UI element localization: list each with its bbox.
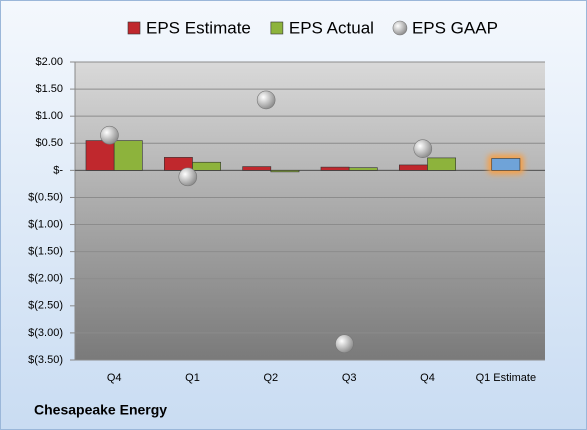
bar (320, 166, 350, 171)
legend-label: EPS Estimate (146, 18, 251, 37)
y-tick-label: $- (53, 164, 63, 176)
bar (113, 140, 143, 171)
bar (270, 170, 300, 173)
bar (491, 158, 521, 171)
x-tick-label: Q4 (107, 372, 122, 384)
y-tick-label: $(2.50) (28, 300, 63, 312)
bar (192, 161, 222, 171)
gaap-point (335, 334, 354, 354)
y-tick-label: $(2.00) (28, 273, 63, 285)
gaap-point (178, 167, 198, 187)
gaap-point (100, 125, 119, 145)
plot-area (75, 62, 545, 360)
x-tick-label: Q2 (263, 372, 278, 384)
bar (427, 157, 457, 171)
legend-swatch (127, 21, 141, 35)
y-tick-label: $(0.50) (28, 191, 63, 203)
x-tick-label: Q4 (420, 372, 435, 384)
bar (398, 164, 428, 171)
y-tick-label: $0.50 (35, 137, 63, 149)
x-tick-label: Q1 Estimate (476, 372, 537, 384)
y-tick-label: $(3.50) (28, 354, 63, 366)
x-tick-label: Q3 (342, 372, 357, 384)
legend-label: EPS GAAP (412, 18, 498, 37)
y-tick-label: $1.00 (35, 110, 63, 122)
gaap-point (413, 139, 433, 158)
legend-swatch (392, 20, 408, 36)
y-tick-label: $2.00 (35, 56, 63, 68)
legend-label: EPS Actual (289, 18, 374, 37)
y-tick-label: $(1.00) (28, 218, 63, 230)
x-tick-label: Q1 (185, 372, 200, 384)
y-tick-label: $(1.50) (28, 246, 63, 258)
gaap-point (256, 90, 276, 110)
legend-swatch (270, 21, 284, 35)
y-tick-label: $1.50 (35, 83, 63, 95)
footer: Chesapeake Energy (34, 402, 167, 418)
y-tick-label: $(3.00) (28, 327, 63, 339)
bar (348, 167, 378, 171)
bar (85, 140, 115, 171)
bar (242, 166, 272, 171)
